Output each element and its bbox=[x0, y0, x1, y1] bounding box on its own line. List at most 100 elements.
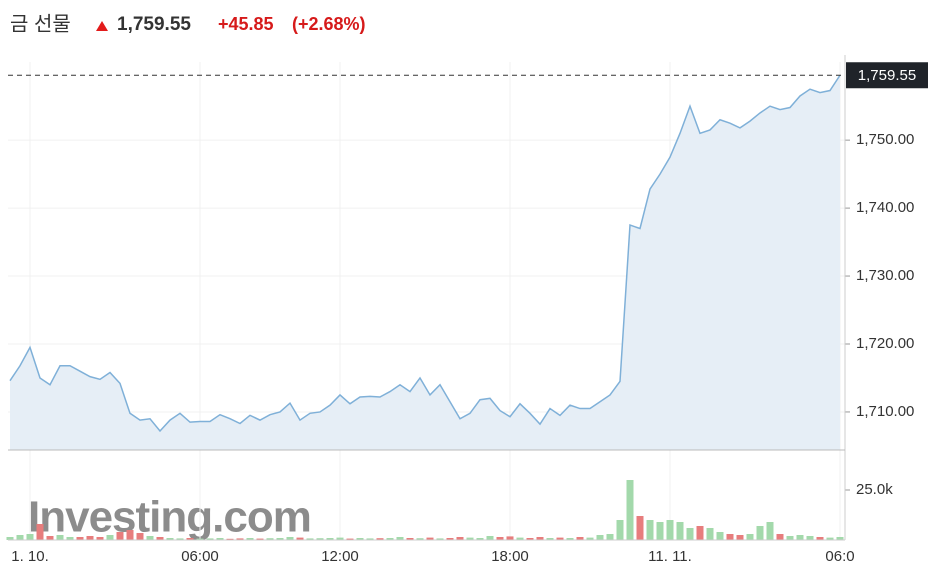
volume-bar bbox=[666, 520, 674, 540]
volume-bar bbox=[466, 537, 474, 540]
y-tick-label: 1,710.00 bbox=[856, 403, 914, 420]
volume-bar bbox=[116, 532, 124, 540]
volume-bar bbox=[196, 538, 204, 540]
volume-bar bbox=[476, 538, 484, 540]
volume-bar bbox=[456, 537, 464, 540]
x-tick-label: 1. 10. bbox=[11, 548, 49, 565]
volume-bar bbox=[426, 537, 434, 540]
x-tick-label: 12:00 bbox=[321, 548, 359, 565]
volume-bar bbox=[186, 538, 194, 540]
volume-bar bbox=[206, 538, 214, 540]
volume-bar bbox=[606, 534, 614, 540]
volume-bar bbox=[726, 534, 734, 540]
volume-bar bbox=[806, 536, 814, 540]
volume-bar bbox=[496, 537, 504, 540]
volume-bar bbox=[566, 538, 574, 540]
volume-bar bbox=[16, 535, 24, 540]
watermark: Investing.com bbox=[28, 493, 311, 542]
volume-bar bbox=[236, 538, 244, 540]
volume-bar bbox=[836, 537, 844, 540]
volume-bar bbox=[66, 537, 74, 540]
title: 금 선물 bbox=[10, 12, 71, 35]
y-tick-label: 1,720.00 bbox=[856, 335, 914, 352]
price-tag-bg bbox=[846, 62, 928, 89]
volume-bar bbox=[696, 526, 704, 540]
x-tick-label: 06:0 bbox=[825, 548, 854, 565]
price-line bbox=[9, 74, 841, 433]
volume-bar bbox=[446, 538, 454, 540]
volume-bar bbox=[576, 537, 584, 540]
volume-bar bbox=[76, 537, 84, 540]
volume-bar bbox=[686, 528, 694, 540]
volume-bar bbox=[596, 535, 604, 540]
volume-bar bbox=[6, 537, 14, 540]
volume-bar bbox=[26, 534, 34, 540]
volume-bar bbox=[526, 538, 534, 540]
volume-bar bbox=[246, 538, 254, 540]
volume-bar bbox=[396, 537, 404, 540]
volume-bar bbox=[506, 536, 514, 540]
volume-bar bbox=[766, 522, 774, 540]
volume-bar bbox=[36, 524, 44, 540]
volume-bar bbox=[306, 538, 314, 540]
volume-bar bbox=[386, 538, 394, 540]
volume-bar bbox=[216, 538, 224, 540]
y-tick-label: 25.0k bbox=[856, 481, 893, 498]
volume-bar bbox=[816, 537, 824, 540]
volume-bar bbox=[336, 537, 344, 540]
volume-bar bbox=[86, 536, 94, 540]
volume-bar bbox=[276, 538, 284, 540]
volume-bar bbox=[616, 520, 624, 540]
price-tag: 1,759.55 bbox=[858, 67, 916, 84]
volume-bar bbox=[256, 538, 264, 540]
y-tick-label: 1,730.00 bbox=[856, 267, 914, 284]
volume-bar bbox=[96, 537, 104, 540]
volume-bar bbox=[656, 522, 664, 540]
volume-bar bbox=[346, 538, 354, 540]
volume-bar bbox=[56, 535, 64, 540]
volume-bar bbox=[436, 538, 444, 540]
volume-bar bbox=[326, 538, 334, 540]
volume-bar bbox=[136, 533, 144, 540]
volume-bar bbox=[366, 538, 374, 540]
y-tick-label: 1,740.00 bbox=[856, 199, 914, 216]
volume-bar bbox=[406, 538, 414, 540]
volume-bar bbox=[516, 537, 524, 540]
volume-bar bbox=[716, 532, 724, 540]
volume-bar bbox=[746, 534, 754, 540]
change-percent: (+2.68%) bbox=[292, 14, 366, 34]
volume-bar bbox=[226, 538, 234, 540]
volume-bar bbox=[546, 538, 554, 540]
volume-bar bbox=[296, 537, 304, 540]
x-tick-label: 18:00 bbox=[491, 548, 529, 565]
volume-bar bbox=[676, 522, 684, 540]
change: +45.85 bbox=[218, 14, 274, 34]
volume-bar bbox=[46, 536, 54, 540]
volume-bar bbox=[356, 538, 364, 540]
up-arrow bbox=[96, 21, 108, 31]
volume-bar bbox=[376, 538, 384, 540]
volume-bar bbox=[316, 538, 324, 540]
volume-bar bbox=[536, 537, 544, 540]
volume-bar bbox=[646, 520, 654, 540]
volume-bar bbox=[146, 536, 154, 540]
area-fill bbox=[10, 75, 840, 451]
x-tick-label: 11. 11. bbox=[648, 548, 692, 565]
volume-bar bbox=[626, 480, 634, 540]
volume-bar bbox=[586, 537, 594, 540]
volume-bar bbox=[486, 536, 494, 540]
volume-bar bbox=[826, 537, 834, 540]
volume-bar bbox=[756, 526, 764, 540]
price: 1,759.55 bbox=[117, 14, 191, 35]
volume-bar bbox=[266, 538, 274, 540]
x-tick-label: 06:00 bbox=[181, 548, 219, 565]
volume-bar bbox=[636, 516, 644, 540]
volume-bar bbox=[706, 528, 714, 540]
volume-bar bbox=[126, 530, 134, 540]
volume-bar bbox=[156, 537, 164, 540]
volume-bar bbox=[166, 538, 174, 540]
volume-bar bbox=[106, 535, 114, 540]
volume-bar bbox=[736, 535, 744, 540]
volume-bar bbox=[286, 537, 294, 540]
